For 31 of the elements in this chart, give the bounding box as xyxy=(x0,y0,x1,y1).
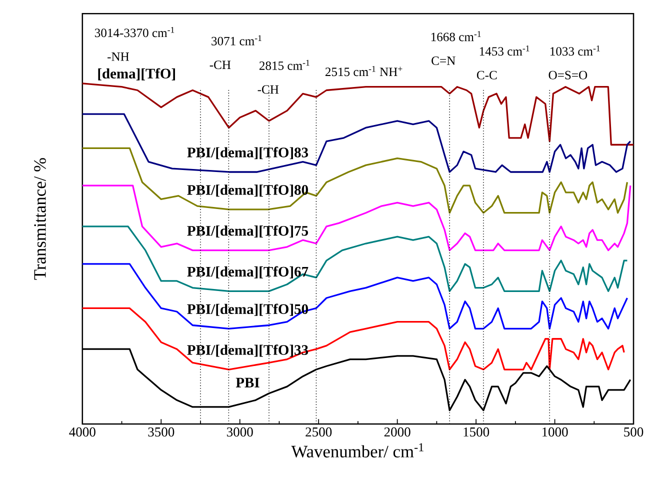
x-tick-label: 1500 xyxy=(464,427,490,437)
text: 3014-3370 cm$^{-1}$ xyxy=(94,26,174,38)
text: 1668 cm$^{-1}$ xyxy=(431,31,481,42)
series-label: PBI/[dema][TfO]67 xyxy=(187,266,308,278)
series-label: [dema][TfO] xyxy=(98,68,175,80)
x-tick-label: 4000 xyxy=(69,427,96,437)
text: C-C xyxy=(476,70,497,80)
x-axis-title: Wavenumber/ cm$^{-1}$ xyxy=(291,443,424,458)
x-tick-label: 500 xyxy=(624,427,644,437)
y-axis-title: Transmittance/ % xyxy=(34,158,46,280)
x-tick-label: 3000 xyxy=(226,427,253,437)
text: 1453 cm$^{-1}$ xyxy=(480,45,530,56)
text: -NH xyxy=(108,52,130,61)
series-label: PBI/[dema][TfO]80 xyxy=(187,184,308,197)
series-label: PBI/[dema][TfO]75 xyxy=(187,225,308,238)
text: O=S=O xyxy=(548,70,588,80)
x-tick-label: 2000 xyxy=(384,427,410,437)
text: 2815 cm$^{-1}$ xyxy=(259,60,310,70)
text: C=N xyxy=(432,56,456,65)
x-tick-label: 2500 xyxy=(306,427,332,437)
text: 1033 cm$^{-1}$ xyxy=(550,45,600,56)
text: 2515 cm$^{-1}$ NH$^{+}$ xyxy=(325,66,402,76)
series-label: PBI/[dema][TfO]83 xyxy=(187,147,308,160)
text: 3071 cm$^{-1}$ xyxy=(212,35,262,46)
x-tick-label: 1000 xyxy=(542,427,568,437)
series-label: PBI/[dema][TfO]33 xyxy=(187,344,308,357)
text: -CH xyxy=(210,60,231,70)
x-tick-label: 3500 xyxy=(148,427,174,437)
series-label: PBI/[dema][TfO]50 xyxy=(187,304,308,316)
annotation: -CH xyxy=(258,85,279,94)
series-label: PBI xyxy=(236,378,260,388)
